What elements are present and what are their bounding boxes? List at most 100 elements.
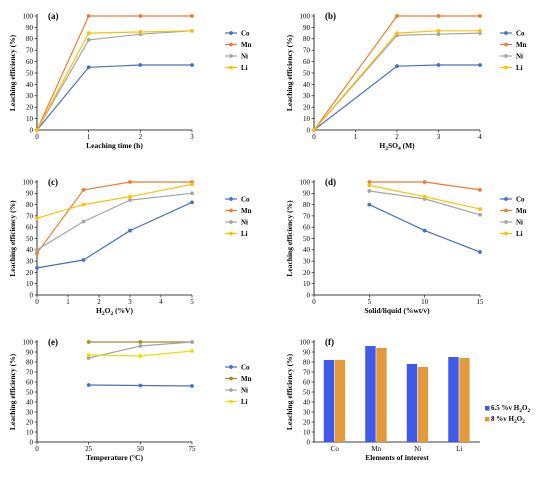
data-point-co [478,63,482,67]
y-tick-label: 30 [303,408,311,416]
legend-swatch [485,417,490,422]
x-axis-label-part: 4 [398,146,401,152]
legend-label: Co [516,196,525,204]
data-point-li [138,30,143,34]
y-tick-label: 100 [300,178,311,186]
panel-label: (d) [325,177,336,187]
data-point-co [422,228,427,233]
y-tick-label: 10 [303,428,311,436]
series-line-mn [36,181,192,254]
data-point-ni [138,344,143,348]
legend-marker [229,220,233,224]
y-tick-label: 70 [303,212,311,220]
y-axis-label: Leaching efficiency (%) [285,353,294,430]
series-line-ni [313,32,481,131]
data-point-li [478,28,482,33]
data-point-ni [478,212,482,217]
y-tick-label: 60 [26,58,34,66]
y-tick-label: 90 [26,348,34,356]
y-tick-label: 0 [307,126,311,134]
series-line-ni [36,30,193,131]
legend-marker [504,54,508,58]
legend-label: Co [241,364,250,372]
bar-series-2 [376,348,387,442]
y-tick-label: 0 [30,126,34,134]
y-tick-label: 80 [303,35,311,43]
legend-label: Li [516,64,523,72]
x-axis-label-part: 2 [385,146,388,152]
legend-marker [504,31,508,35]
series-line-li [36,30,193,131]
series-line-mn [313,15,480,131]
data-point-mn [86,14,91,18]
data-point-co [81,258,86,262]
data-point-mn [86,340,91,344]
x-tick-label: 3 [190,133,194,141]
x-tick-label: 0 [312,133,316,141]
y-tick-label: 80 [303,201,311,209]
x-tick-label: 1 [354,133,358,141]
data-point-li [35,128,39,132]
y-tick-label: 40 [26,81,34,89]
y-tick-label: 80 [26,201,34,209]
data-point-co [190,200,194,205]
legend-marker [504,208,508,213]
data-point-mn [128,180,132,184]
y-tick-label: 10 [303,280,311,288]
data-point-co [86,65,91,70]
data-point-li [81,202,86,207]
y-tick-label: 70 [303,368,311,376]
data-point-ni [128,198,132,202]
legend-label: Ni [516,53,523,61]
series-line-mn [36,15,192,131]
y-tick-label: 20 [303,104,311,112]
data-point-li [422,194,427,199]
x-tick-label: 75 [189,445,197,453]
y-tick-label: 70 [303,47,311,55]
y-tick-label: 0 [307,438,311,446]
bar-series-2 [417,367,429,442]
legend-label: Li [241,64,248,72]
data-point-co [138,383,143,388]
y-tick-label: 0 [30,291,34,299]
data-point-mn [35,251,39,256]
data-point-ni [190,340,194,344]
x-axis-label: Solid/liquid (%wt/v) [364,306,430,315]
legend-marker [229,365,233,369]
x-tick-label: 3 [128,298,132,306]
legend-marker [504,231,508,236]
data-point-li [190,28,194,33]
bar-series-2 [459,358,470,442]
x-axis-label-part: H [96,306,102,315]
legend-label: Mn [516,207,527,215]
data-point-li [478,207,482,212]
x-tick-label: 2 [139,133,143,141]
y-tick-label: 60 [303,378,311,386]
y-tick-label: 50 [303,235,311,243]
legend-label: Co [241,30,250,38]
legend-label: Co [516,30,525,38]
x-tick-label: 3 [437,133,441,141]
data-point-mn [478,188,482,192]
legend-marker [229,376,233,381]
x-tick-label: 4 [478,133,482,141]
legend-label: Li [516,230,523,238]
y-tick-label: 100 [23,12,34,20]
legend-label-part: 2 [519,408,522,414]
x-tick-label: 15 [477,298,485,306]
data-point-li [367,183,372,188]
x-tick-label: 2 [97,298,101,306]
data-point-ni [367,189,372,193]
legend-label: Ni [516,219,523,227]
x-axis-label-part: 2 [110,311,113,317]
y-tick-label: 20 [26,269,34,277]
data-point-li [190,349,194,353]
x-tick-label: Mn [371,445,381,453]
x-tick-label: 0 [35,298,39,306]
bar-series-1 [448,357,459,442]
panel-label: (e) [48,337,58,347]
y-tick-label: 70 [26,368,34,376]
legend-marker [504,65,508,70]
y-tick-label: 20 [303,269,311,277]
